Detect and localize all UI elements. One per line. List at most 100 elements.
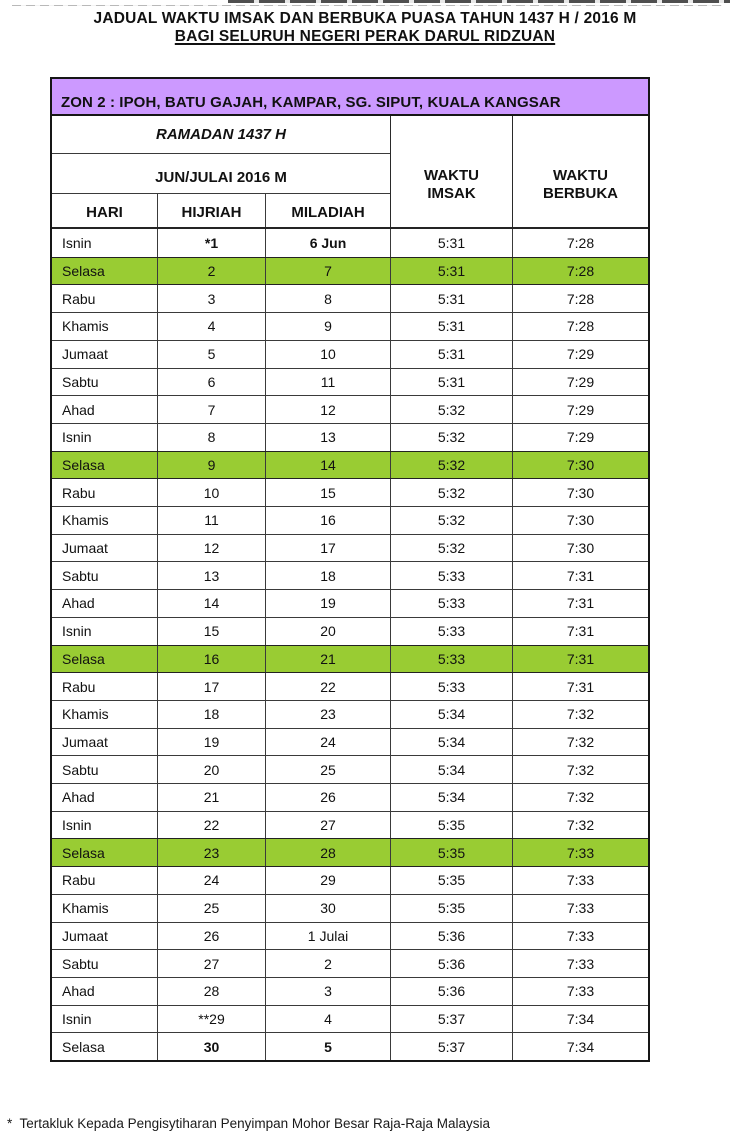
cell-berbuka-time: 7:32 bbox=[512, 756, 648, 783]
table-row: Selasa 9 14 5:32 7:30 bbox=[52, 450, 648, 479]
cell-day: Rabu bbox=[62, 484, 96, 501]
cell-berbuka-time: 7:28 bbox=[512, 313, 648, 340]
cell-gregorian-date: 25 bbox=[265, 756, 390, 783]
cell-berbuka-time: 7:31 bbox=[512, 617, 648, 645]
cell-hijri-date: 4 bbox=[157, 313, 265, 340]
header-hijri-month: RAMADAN 1437 H bbox=[52, 116, 390, 154]
table-row: Isnin **29 4 5:37 7:34 bbox=[52, 1004, 648, 1033]
cell-gregorian-date: 28 bbox=[265, 839, 390, 867]
cell-imsak-time: 5:34 bbox=[390, 700, 512, 728]
cell-berbuka-time: 7:33 bbox=[512, 894, 648, 922]
table-row: Selasa 23 28 5:35 7:33 bbox=[52, 838, 648, 867]
cell-hijri-date: 24 bbox=[157, 867, 265, 894]
cell-imsak-time: 5:32 bbox=[390, 534, 512, 562]
cell-gregorian-date: 20 bbox=[265, 617, 390, 645]
cell-imsak-time: 5:35 bbox=[390, 867, 512, 894]
cell-imsak-time: 5:34 bbox=[390, 756, 512, 783]
column-header-day: HARI bbox=[86, 204, 123, 221]
cell-hijri-date: 3 bbox=[157, 285, 265, 313]
cell-berbuka-time: 7:31 bbox=[512, 590, 648, 617]
cell-gregorian-date: 2 bbox=[265, 950, 390, 977]
cell-imsak-time: 5:33 bbox=[390, 673, 512, 700]
cell-imsak-time: 5:32 bbox=[390, 451, 512, 479]
cell-berbuka-time: 7:31 bbox=[512, 562, 648, 590]
cell-berbuka-time: 7:31 bbox=[512, 645, 648, 673]
table-row: Selasa 2 7 5:31 7:28 bbox=[52, 256, 648, 285]
cell-day: Rabu bbox=[62, 678, 96, 695]
cell-hijri-date: 11 bbox=[157, 507, 265, 534]
cell-day: Jumaat bbox=[62, 927, 108, 944]
scan-artifact-top bbox=[228, 0, 730, 3]
cell-gregorian-date: 22 bbox=[265, 673, 390, 700]
cell-berbuka-time: 7:33 bbox=[512, 950, 648, 977]
cell-day: Selasa bbox=[62, 456, 105, 473]
cell-day: Isnin bbox=[62, 234, 92, 251]
table-row: Ahad 7 12 5:32 7:29 bbox=[52, 395, 648, 423]
cell-day: Isnin bbox=[62, 623, 92, 640]
cell-day: Khamis bbox=[62, 512, 109, 529]
table-row: Selasa 30 5 5:37 7:34 bbox=[52, 1032, 648, 1060]
table-row: Rabu 10 15 5:32 7:30 bbox=[52, 478, 648, 506]
cell-imsak-time: 5:35 bbox=[390, 894, 512, 922]
table-row: Ahad 14 19 5:33 7:31 bbox=[52, 589, 648, 617]
header-gregorian-month: JUN/JULAI 2016 M bbox=[52, 154, 390, 194]
cell-gregorian-date: 21 bbox=[265, 645, 390, 673]
cell-hijri-date: **29 bbox=[157, 1005, 265, 1033]
cell-imsak-time: 5:31 bbox=[390, 313, 512, 340]
cell-imsak-time: 5:31 bbox=[390, 368, 512, 396]
cell-berbuka-time: 7:30 bbox=[512, 507, 648, 534]
table-row: Isnin 22 27 5:35 7:32 bbox=[52, 810, 648, 839]
cell-gregorian-date: 27 bbox=[265, 811, 390, 839]
prayer-times-table: ZON 2 : IPOH, BATU GAJAH, KAMPAR, SG. SI… bbox=[50, 77, 650, 1062]
cell-berbuka-time: 7:28 bbox=[512, 285, 648, 313]
cell-imsak-time: 5:33 bbox=[390, 590, 512, 617]
cell-day: Sabtu bbox=[62, 373, 99, 390]
cell-gregorian-date: 1 Julai bbox=[265, 922, 390, 950]
cell-day: Ahad bbox=[62, 983, 95, 1000]
cell-hijri-date: *1 bbox=[157, 229, 265, 257]
table-header: RAMADAN 1437 H JUN/JULAI 2016 M HARI HIJ… bbox=[52, 116, 648, 229]
cell-hijri-date: 18 bbox=[157, 700, 265, 728]
cell-day: Selasa bbox=[62, 263, 105, 280]
cell-hijri-date: 10 bbox=[157, 479, 265, 506]
cell-day: Selasa bbox=[62, 1038, 105, 1055]
cell-imsak-time: 5:36 bbox=[390, 922, 512, 950]
cell-berbuka-time: 7:29 bbox=[512, 423, 648, 451]
cell-gregorian-date: 4 bbox=[265, 1005, 390, 1033]
table-row: Sabtu 20 25 5:34 7:32 bbox=[52, 755, 648, 783]
cell-hijri-date: 23 bbox=[157, 839, 265, 867]
table-row: Isnin 15 20 5:33 7:31 bbox=[52, 616, 648, 645]
cell-berbuka-time: 7:33 bbox=[512, 839, 648, 867]
cell-berbuka-time: 7:29 bbox=[512, 368, 648, 396]
cell-imsak-time: 5:33 bbox=[390, 562, 512, 590]
cell-hijri-date: 5 bbox=[157, 340, 265, 368]
title-line-1: JADUAL WAKTU IMSAK DAN BERBUKA PUASA TAH… bbox=[93, 10, 637, 27]
cell-day: Isnin bbox=[62, 1010, 92, 1027]
cell-berbuka-time: 7:33 bbox=[512, 977, 648, 1005]
cell-gregorian-date: 14 bbox=[265, 451, 390, 479]
table-body: Isnin *1 6 Jun 5:31 7:28 Selasa 2 7 5:31 7:28 Rabu… bbox=[52, 229, 648, 1060]
cell-berbuka-time: 7:29 bbox=[512, 396, 648, 423]
footnote-1: * Tertakluk Kepada Pengisytiharan Penyim… bbox=[7, 1116, 491, 1131]
cell-hijri-date: 17 bbox=[157, 673, 265, 700]
cell-imsak-time: 5:37 bbox=[390, 1005, 512, 1033]
table-row: Isnin 8 13 5:32 7:29 bbox=[52, 422, 648, 451]
cell-hijri-date: 20 bbox=[157, 756, 265, 783]
cell-berbuka-time: 7:30 bbox=[512, 451, 648, 479]
cell-hijri-date: 9 bbox=[157, 451, 265, 479]
column-header-berbuka-time: WAKTU BERBUKA bbox=[512, 116, 648, 227]
cell-day: Khamis bbox=[62, 900, 109, 917]
cell-imsak-time: 5:31 bbox=[390, 340, 512, 368]
cell-berbuka-time: 7:28 bbox=[512, 229, 648, 257]
table-row: Rabu 3 8 5:31 7:28 bbox=[52, 284, 648, 313]
table-row: Rabu 24 29 5:35 7:33 bbox=[52, 866, 648, 894]
cell-gregorian-date: 15 bbox=[265, 479, 390, 506]
cell-hijri-date: 16 bbox=[157, 645, 265, 673]
cell-day: Sabtu bbox=[62, 955, 99, 972]
cell-day: Ahad bbox=[62, 401, 95, 418]
cell-imsak-time: 5:32 bbox=[390, 507, 512, 534]
cell-berbuka-time: 7:34 bbox=[512, 1005, 648, 1033]
cell-day: Sabtu bbox=[62, 567, 99, 584]
cell-imsak-time: 5:33 bbox=[390, 645, 512, 673]
